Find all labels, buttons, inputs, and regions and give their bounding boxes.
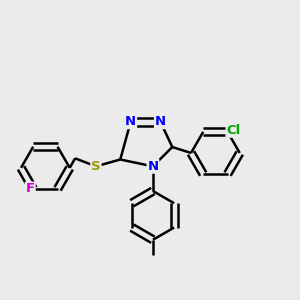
Text: N: N xyxy=(147,160,158,173)
Text: F: F xyxy=(26,182,35,195)
Text: N: N xyxy=(155,115,166,128)
Text: Cl: Cl xyxy=(226,124,241,137)
Text: N: N xyxy=(125,115,136,128)
Text: S: S xyxy=(91,160,101,173)
